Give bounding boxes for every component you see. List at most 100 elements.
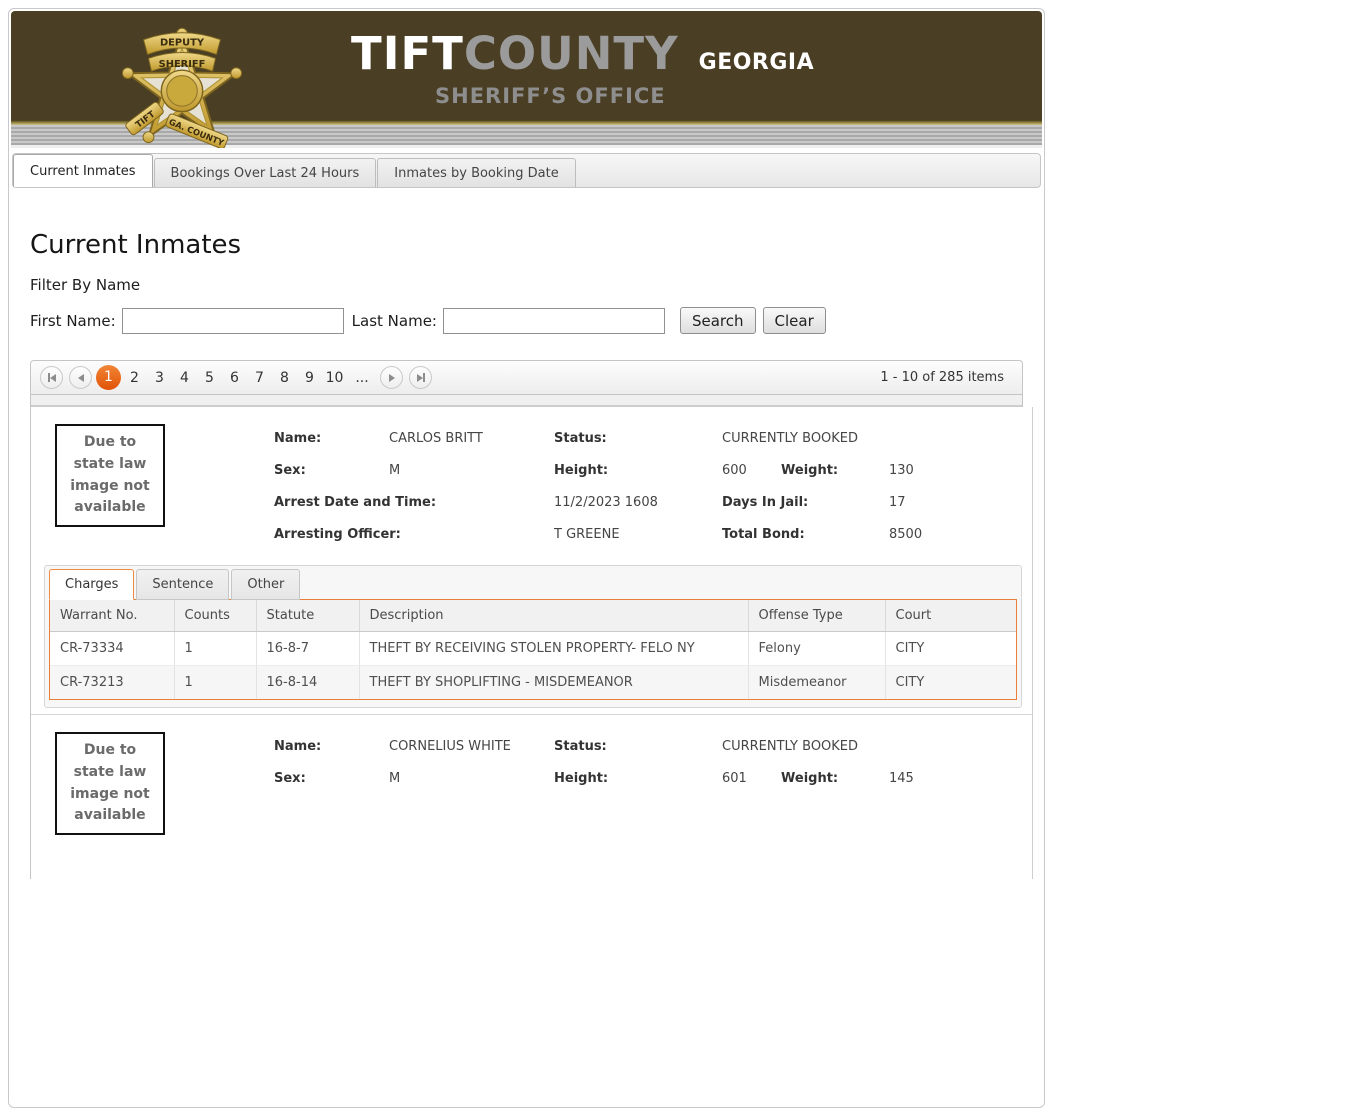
inmate-details: Name: CORNELIUS WHITE Status: CURRENTLY … — [274, 739, 1022, 803]
clear-button[interactable]: Clear — [762, 307, 826, 334]
name-label: Name: — [274, 739, 322, 754]
status-label: Status: — [554, 431, 607, 446]
main-tabstrip: Current Inmates Bookings Over Last 24 Ho… — [12, 153, 1041, 188]
grid-header-strip — [31, 395, 1022, 407]
page-number-1[interactable]: 1 — [96, 365, 121, 390]
first-name-input[interactable] — [121, 307, 344, 334]
status-label: Status: — [554, 739, 607, 754]
cell-statute: 16-8-14 — [256, 665, 360, 699]
pager: 1 2 3 4 5 6 7 8 9 10 ... 1 - 10 of 285 i… — [31, 361, 1022, 395]
brand-subtitle: SHERIFF’S OFFICE — [435, 84, 666, 108]
previous-page-icon — [77, 373, 84, 382]
brand-georgia: GEORGIA — [698, 50, 815, 75]
cell-description: THEFT BY SHOPLIFTING - MISDEMEANOR — [359, 665, 749, 699]
sex-value: M — [389, 771, 401, 786]
weight-label: Weight: — [781, 771, 839, 786]
height-value: 601 — [722, 771, 747, 786]
records-list: Due to state law image not available Nam… — [31, 407, 1033, 879]
last-name-label: Last Name: — [351, 311, 437, 330]
charge-row: CR-73213 1 16-8-14 THEFT BY SHOPLIFTING … — [50, 665, 1016, 699]
badge-ribbon-deputy: DEPUTY — [160, 38, 205, 49]
tab-inmates-by-booking-date[interactable]: Inmates by Booking Date — [377, 158, 576, 187]
name-value: CORNELIUS WHITE — [389, 739, 511, 754]
last-name-input[interactable] — [442, 307, 665, 334]
last-page-icon — [416, 373, 423, 382]
brand-county: COUNTY — [463, 27, 679, 80]
pager-ellipsis[interactable]: ... — [355, 369, 369, 386]
page-number-9[interactable]: 9 — [305, 369, 314, 386]
sex-label: Sex: — [274, 771, 306, 786]
charge-tabstrip: Charges Sentence Other Warrant — [44, 565, 1022, 708]
search-button[interactable]: Search — [679, 307, 756, 334]
sex-label: Sex: — [274, 463, 306, 478]
sex-value: M — [389, 463, 401, 478]
next-page-icon — [388, 373, 395, 382]
first-page-icon — [47, 373, 50, 382]
photo-placeholder: Due to state law image not available — [55, 732, 165, 835]
previous-page-button[interactable] — [69, 366, 92, 389]
brand: TIFT COUNTY GEORGIA SHERIFF’S OFFICE — [351, 27, 814, 108]
page-title: Current Inmates — [30, 230, 242, 260]
first-page-button[interactable] — [40, 366, 63, 389]
photo-placeholder: Due to state law image not available — [55, 424, 165, 527]
col-description[interactable]: Description — [359, 600, 749, 632]
height-value: 600 — [722, 463, 747, 478]
next-page-button[interactable] — [380, 366, 403, 389]
arresting-officer-label: Arresting Officer: — [274, 527, 401, 542]
page-number-4[interactable]: 4 — [180, 369, 189, 386]
status-value: CURRENTLY BOOKED — [722, 739, 859, 754]
inmate-record: Due to state law image not available Nam… — [31, 714, 1032, 879]
col-offense-type[interactable]: Offense Type — [748, 600, 886, 632]
tab-bookings-last-24-hours[interactable]: Bookings Over Last 24 Hours — [153, 158, 377, 187]
total-bond-label: Total Bond: — [722, 527, 805, 542]
filter-row: First Name: Last Name: Search Clear — [30, 307, 1023, 334]
page-container: DEPUTY SHERIFF TIFT GA. COUNTY TIFT COUNT… — [8, 8, 1045, 1108]
header-gold-line — [11, 120, 1042, 125]
page-number-10[interactable]: 10 — [325, 369, 344, 386]
tab-sentence[interactable]: Sentence — [136, 569, 230, 600]
sheriff-badge-icon: DEPUTY SHERIFF TIFT GA. COUNTY — [107, 14, 257, 148]
cell-court: CITY — [885, 631, 1016, 666]
first-name-label: First Name: — [30, 311, 116, 330]
height-label: Height: — [554, 771, 609, 786]
tab-current-inmates[interactable]: Current Inmates — [13, 154, 153, 187]
tab-other[interactable]: Other — [231, 569, 301, 600]
cell-statute: 16-8-7 — [256, 631, 360, 666]
last-page-button[interactable] — [409, 366, 432, 389]
pager-info: 1 - 10 of 285 items — [880, 370, 1004, 385]
name-label: Name: — [274, 431, 322, 446]
col-court[interactable]: Court — [885, 600, 1016, 632]
col-counts[interactable]: Counts — [174, 600, 257, 632]
arrest-date-label: Arrest Date and Time: — [274, 495, 437, 510]
name-value: CARLOS BRITT — [389, 431, 483, 446]
status-value: CURRENTLY BOOKED — [722, 431, 859, 446]
charges-table-wrap: Warrant No. Counts Statute Description O… — [49, 599, 1017, 700]
cell-counts: 1 — [174, 665, 257, 699]
arresting-officer-value: T GREENE — [554, 527, 620, 542]
page-number-3[interactable]: 3 — [155, 369, 164, 386]
last-page-icon-bar — [422, 373, 425, 382]
cell-offense-type: Misdemeanor — [748, 665, 886, 699]
cell-court: CITY — [885, 665, 1016, 699]
days-in-jail-value: 17 — [889, 495, 906, 510]
page-number-6[interactable]: 6 — [230, 369, 239, 386]
days-in-jail-label: Days In Jail: — [722, 495, 809, 510]
first-page-icon-arrow — [49, 373, 56, 382]
page-number-7[interactable]: 7 — [255, 369, 264, 386]
charges-table: Warrant No. Counts Statute Description O… — [50, 600, 1016, 699]
page-number-2[interactable]: 2 — [130, 369, 139, 386]
total-bond-value: 8500 — [889, 527, 923, 542]
inmate-record: Due to state law image not available Nam… — [31, 407, 1032, 714]
cell-offense-type: Felony — [748, 631, 886, 666]
arrest-date-value: 11/2/2023 1608 — [554, 495, 658, 510]
inmate-details: Name: CARLOS BRITT Status: CURRENTLY BOO… — [274, 431, 1022, 559]
page-number-5[interactable]: 5 — [205, 369, 214, 386]
badge-ribbon-sheriff: SHERIFF — [159, 59, 206, 70]
col-warrant-no[interactable]: Warrant No. — [50, 600, 175, 632]
col-statute[interactable]: Statute — [256, 600, 360, 632]
charge-row: CR-73334 1 16-8-7 THEFT BY RECEIVING STO… — [50, 631, 1016, 666]
header-banner: DEPUTY SHERIFF TIFT GA. COUNTY TIFT COUNT… — [11, 11, 1042, 148]
content-area: Current Inmates Filter By Name First Nam… — [9, 188, 1044, 879]
page-number-8[interactable]: 8 — [280, 369, 289, 386]
tab-charges[interactable]: Charges — [49, 569, 135, 600]
